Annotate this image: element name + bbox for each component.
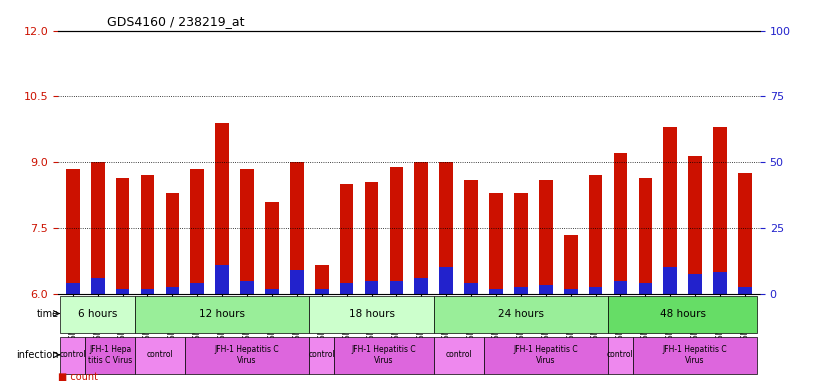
Bar: [339, 283, 354, 294]
Bar: [589, 287, 602, 294]
Bar: [738, 287, 752, 294]
Bar: [464, 283, 478, 294]
Text: JFH-1 Hepatitis C
Virus: JFH-1 Hepatitis C Virus: [352, 345, 416, 364]
Bar: [514, 287, 528, 294]
Bar: [364, 281, 378, 294]
FancyBboxPatch shape: [60, 296, 135, 333]
Bar: [415, 162, 428, 294]
FancyBboxPatch shape: [434, 337, 483, 374]
Bar: [663, 267, 677, 294]
Bar: [390, 167, 403, 294]
FancyBboxPatch shape: [60, 337, 85, 374]
Bar: [415, 278, 428, 294]
Text: 6 hours: 6 hours: [78, 308, 117, 318]
Text: 48 hours: 48 hours: [660, 308, 705, 318]
Bar: [191, 169, 204, 294]
Bar: [265, 289, 279, 294]
Bar: [265, 202, 279, 294]
Text: infection: infection: [17, 350, 59, 360]
Bar: [713, 272, 727, 294]
Text: 24 hours: 24 hours: [498, 308, 544, 318]
Bar: [216, 123, 229, 294]
Bar: [364, 182, 378, 294]
Text: control: control: [445, 350, 472, 359]
Bar: [663, 127, 677, 294]
Bar: [165, 287, 179, 294]
Text: JFH-1 Hepa
titis C Virus: JFH-1 Hepa titis C Virus: [88, 345, 132, 364]
Bar: [439, 267, 453, 294]
Bar: [564, 289, 577, 294]
Bar: [315, 289, 329, 294]
Text: 12 hours: 12 hours: [199, 308, 245, 318]
Bar: [614, 154, 627, 294]
Bar: [738, 173, 752, 294]
FancyBboxPatch shape: [483, 337, 608, 374]
Bar: [66, 169, 79, 294]
Bar: [713, 127, 727, 294]
Bar: [290, 270, 304, 294]
Text: time: time: [37, 308, 59, 318]
Bar: [116, 177, 130, 294]
FancyBboxPatch shape: [85, 337, 135, 374]
Bar: [216, 265, 229, 294]
Text: control: control: [607, 350, 634, 359]
Bar: [91, 278, 105, 294]
FancyBboxPatch shape: [633, 337, 757, 374]
Text: GDS4160 / 238219_at: GDS4160 / 238219_at: [107, 15, 244, 28]
Text: JFH-1 Hepatitis C
Virus: JFH-1 Hepatitis C Virus: [663, 345, 728, 364]
Bar: [638, 283, 653, 294]
FancyBboxPatch shape: [335, 337, 434, 374]
Bar: [140, 175, 154, 294]
Bar: [191, 283, 204, 294]
Text: control: control: [146, 350, 173, 359]
Bar: [91, 162, 105, 294]
FancyBboxPatch shape: [185, 337, 309, 374]
FancyBboxPatch shape: [608, 337, 633, 374]
Bar: [688, 156, 702, 294]
Text: JFH-1 Hepatitis C
Virus: JFH-1 Hepatitis C Virus: [514, 345, 578, 364]
Bar: [514, 193, 528, 294]
Text: control: control: [59, 350, 86, 359]
Bar: [464, 180, 478, 294]
Text: control: control: [308, 350, 335, 359]
Bar: [240, 281, 254, 294]
Bar: [638, 177, 653, 294]
FancyBboxPatch shape: [135, 337, 185, 374]
FancyBboxPatch shape: [608, 296, 757, 333]
Bar: [539, 285, 553, 294]
Bar: [564, 235, 577, 294]
Text: JFH-1 Hepatitis C
Virus: JFH-1 Hepatitis C Virus: [215, 345, 279, 364]
Bar: [240, 169, 254, 294]
Bar: [140, 289, 154, 294]
FancyBboxPatch shape: [135, 296, 309, 333]
Bar: [116, 289, 130, 294]
FancyBboxPatch shape: [309, 296, 434, 333]
Bar: [489, 193, 503, 294]
Bar: [390, 281, 403, 294]
FancyBboxPatch shape: [309, 337, 335, 374]
Bar: [489, 289, 503, 294]
Bar: [589, 175, 602, 294]
Text: ■ count: ■ count: [58, 372, 97, 382]
Bar: [165, 193, 179, 294]
Bar: [290, 162, 304, 294]
Bar: [339, 184, 354, 294]
Text: 18 hours: 18 hours: [349, 308, 395, 318]
Bar: [614, 281, 627, 294]
FancyBboxPatch shape: [434, 296, 608, 333]
Bar: [315, 265, 329, 294]
Bar: [539, 180, 553, 294]
Bar: [439, 162, 453, 294]
Bar: [66, 283, 79, 294]
Bar: [688, 274, 702, 294]
